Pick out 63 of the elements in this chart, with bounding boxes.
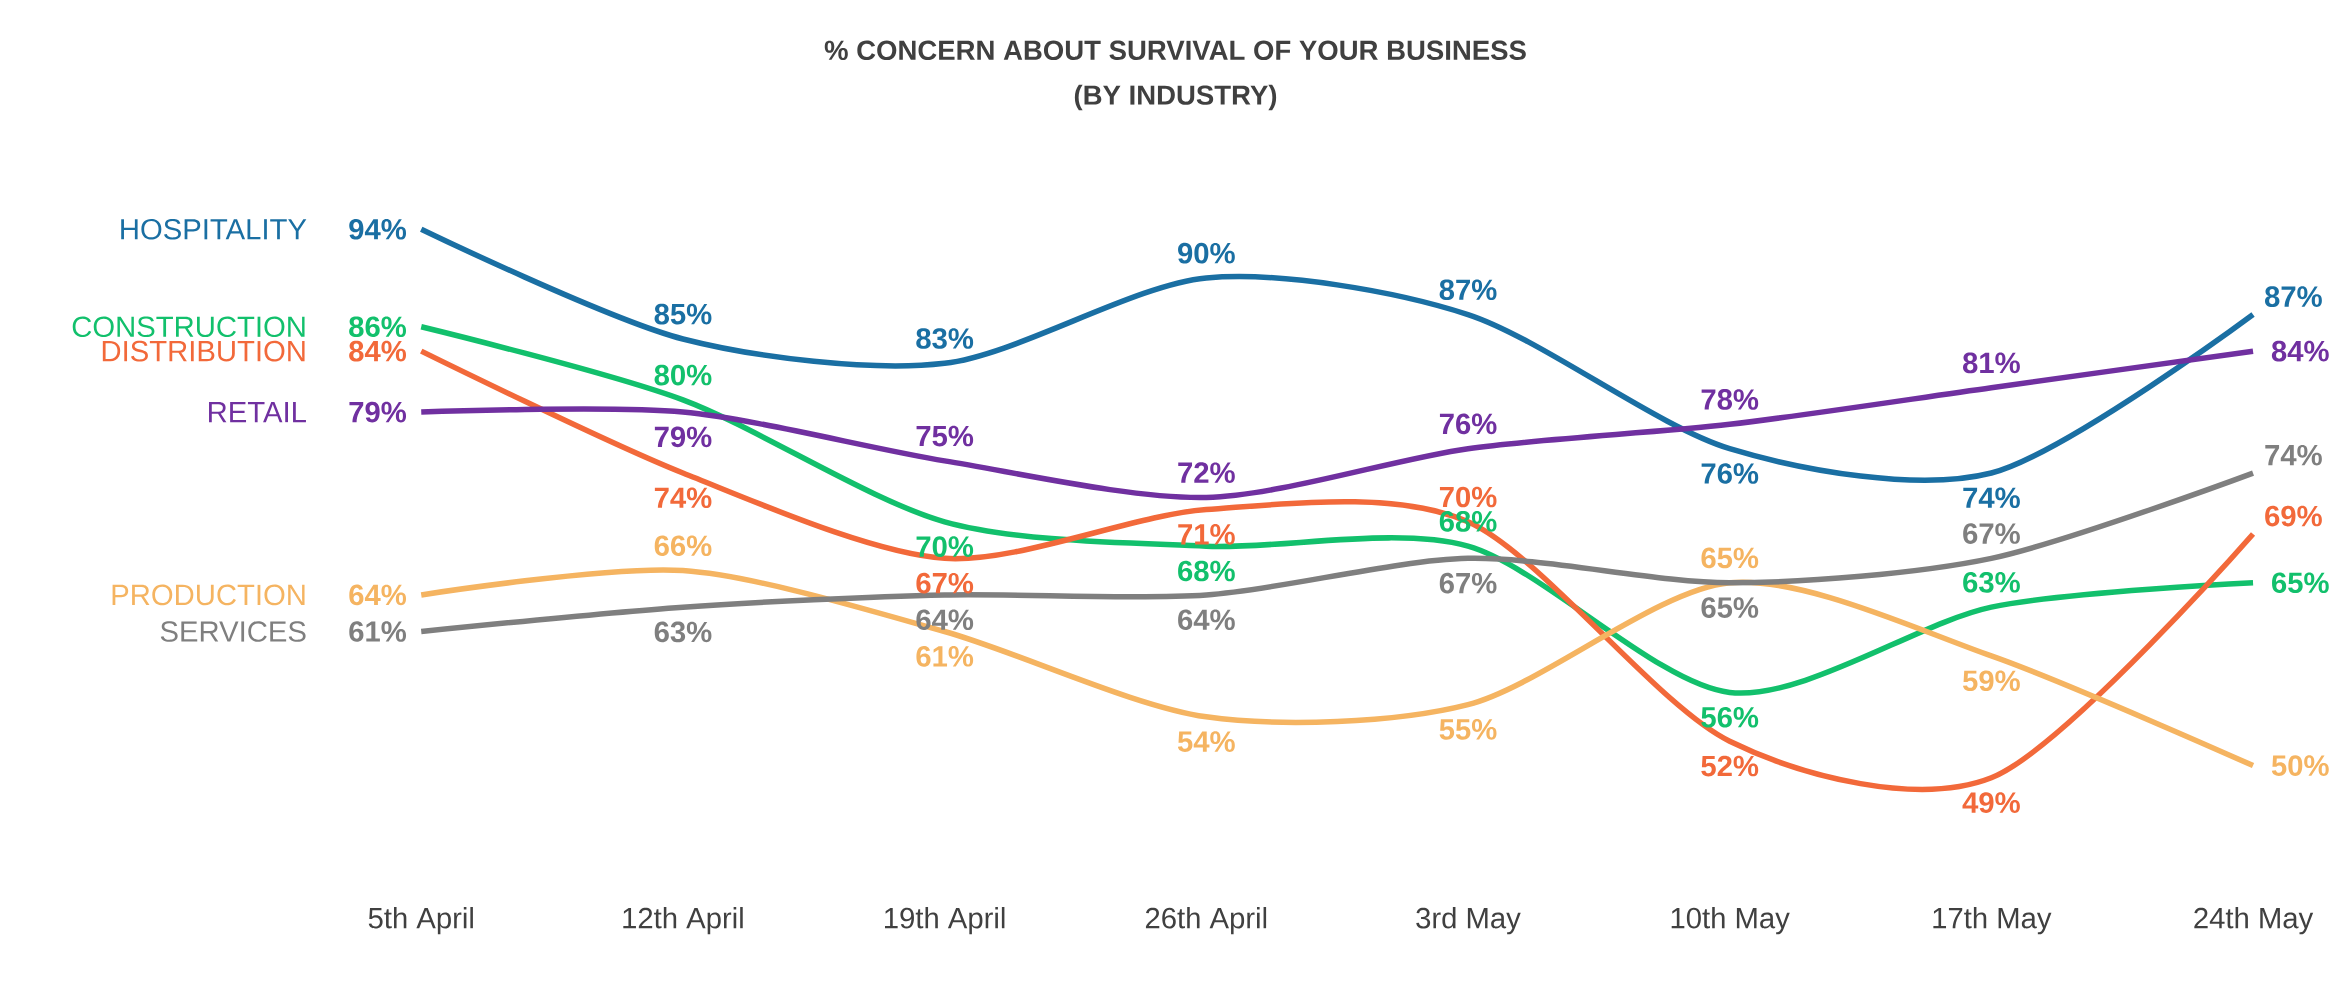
data-label: 85% <box>654 303 712 325</box>
data-label: 61% <box>916 645 974 667</box>
data-label: 55% <box>1439 719 1497 740</box>
data-label: 79% <box>654 426 712 448</box>
text: DISTRIBUTION <box>102 340 305 362</box>
chart-subtitle: (BY INDUSTRY) <box>1074 84 1277 111</box>
data-label: 67% <box>916 572 974 594</box>
data-label: 81% <box>1962 352 2020 374</box>
data-label: 72% <box>1178 462 1235 483</box>
data-label: 76% <box>1701 463 1759 484</box>
x-tick-label: 19th April <box>885 906 1005 935</box>
data-label: 94% <box>349 218 407 240</box>
data-label: 56% <box>1701 706 1759 728</box>
data-label: 50% <box>2271 755 2329 776</box>
data-label: 61% <box>349 621 407 642</box>
data-label: 65% <box>2272 572 2329 594</box>
data-label: 67% <box>1439 572 1497 594</box>
text: CONSTRUCTION <box>72 316 305 338</box>
chart-title: % CONCERN ABOUT SURVIVAL OF YOUR BUSINESS <box>824 40 1526 61</box>
x-tick-label: 10th May <box>1671 906 1790 935</box>
x-tick-label: 17th May <box>1933 906 2052 935</box>
data-label: 83% <box>916 328 974 349</box>
data-label: 67% <box>1963 523 2020 544</box>
text: HOSPITALITY <box>121 218 307 240</box>
data-label: 71% <box>1178 524 1235 545</box>
data-label: 86% <box>349 316 407 338</box>
data-label: 70% <box>916 536 974 557</box>
text: RETAIL <box>209 401 306 423</box>
data-label: 49% <box>1962 792 2020 813</box>
data-label: 80% <box>654 364 712 386</box>
data-label: 90% <box>1178 242 1235 264</box>
data-label: 66% <box>654 535 712 557</box>
x-tick-label: 5th April <box>368 906 473 935</box>
data-label: 69% <box>2265 505 2322 527</box>
x-tick-label: 26th April <box>1145 906 1267 935</box>
data-label: 63% <box>1963 571 2020 593</box>
data-label: 68% <box>1178 560 1235 582</box>
x-tick-label: 12th April <box>623 906 743 935</box>
data-label: 63% <box>654 621 712 643</box>
data-label: 79% <box>349 401 407 423</box>
data-label: 65% <box>1701 597 1759 618</box>
data-label: 52% <box>1701 755 1759 777</box>
data-label: 64% <box>1178 609 1235 631</box>
data-label: 75% <box>916 425 974 447</box>
data-label: 65% <box>1701 547 1759 569</box>
data-label: 59% <box>1962 670 2020 692</box>
data-label: 74% <box>2265 444 2322 466</box>
data-label: 64% <box>349 584 407 606</box>
data-label: 76% <box>1439 413 1497 435</box>
data-label: 74% <box>654 487 712 509</box>
text: SERVICES <box>160 621 306 642</box>
data-label: 70% <box>1439 486 1497 508</box>
data-label: 74% <box>1963 487 2020 509</box>
data-label: 84% <box>2271 340 2329 362</box>
data-label: 78% <box>1701 389 1759 410</box>
text: PRODUCTION <box>112 584 305 606</box>
data-label: 54% <box>1177 731 1235 752</box>
data-label: 84% <box>349 340 407 362</box>
x-tick-label: 3rd May <box>1416 906 1521 935</box>
x-tick-label: 24th May <box>2194 906 2314 935</box>
data-label: 64% <box>916 609 974 631</box>
data-label: 87% <box>1439 279 1497 301</box>
data-label: 87% <box>2264 286 2322 307</box>
